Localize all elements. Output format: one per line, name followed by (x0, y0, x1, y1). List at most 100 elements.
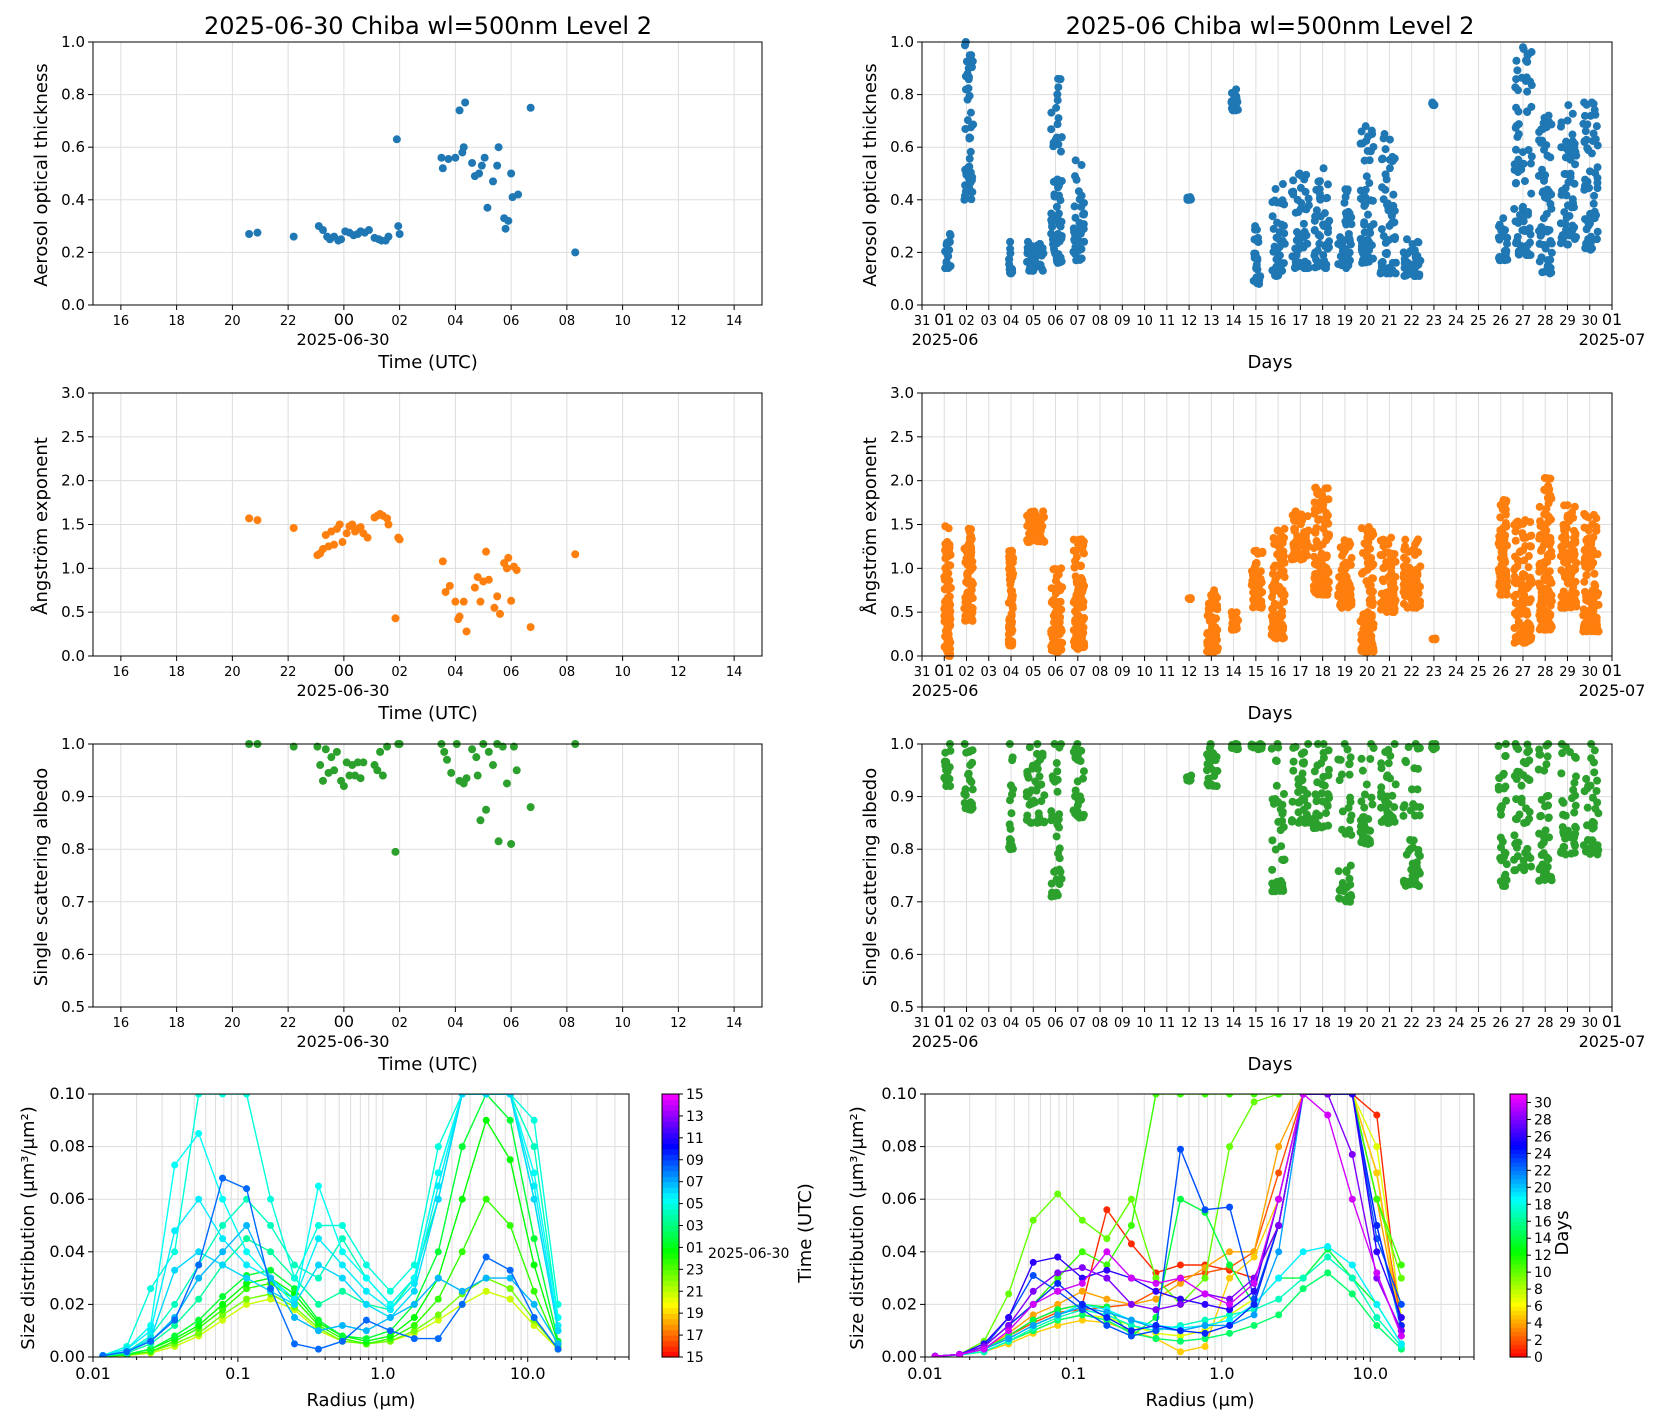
time-aot-point (475, 169, 484, 178)
days-aot-point (1341, 209, 1350, 218)
days-ssa-point (1415, 852, 1424, 861)
sd-left-point (123, 1348, 131, 1356)
days-aot-point (1023, 257, 1032, 266)
sd-left-point (99, 1352, 107, 1357)
sd-left-point (506, 1274, 514, 1282)
days-ssa-point (1294, 780, 1303, 789)
sd-left-point (171, 1161, 179, 1169)
sd-right-point (1201, 1206, 1209, 1214)
right-cbar-swatch (1510, 1259, 1527, 1265)
time-aot-xtick-label: 02 (391, 314, 408, 329)
days-alpha-point (1502, 590, 1511, 599)
days-alpha-point (943, 538, 952, 547)
days-alpha-point (1496, 554, 1505, 563)
days-aot-point (1382, 250, 1391, 259)
days-ssa-point (1313, 761, 1322, 770)
sd-left-curve (102, 1094, 559, 1357)
days-alpha-point (1413, 589, 1422, 598)
sd-left-point (267, 1266, 275, 1274)
days-ssa-point (1543, 862, 1552, 871)
days-alpha-point (1571, 577, 1580, 586)
days-alpha-point (1206, 647, 1215, 656)
days-aot-point (1268, 198, 1277, 207)
days-aot-point (1072, 175, 1081, 184)
days-ssa-point (968, 758, 977, 767)
days-aot-point (1579, 119, 1588, 128)
time-ssa-point (376, 747, 385, 756)
days-alpha-xtick-label: 14 (1225, 665, 1242, 680)
days-ssa-point (1511, 814, 1520, 823)
days-aot-point (1513, 168, 1522, 177)
days-aot-point (1319, 220, 1328, 229)
days-alpha-point (1036, 513, 1045, 522)
time-aot-point (514, 190, 523, 199)
days-alpha-point (1591, 613, 1600, 622)
time-alpha-ytick-label: 0.5 (61, 603, 85, 621)
days-alpha-point (1586, 625, 1595, 634)
days-aot-point (1054, 114, 1063, 123)
days-alpha-point (1527, 579, 1536, 588)
sd-right-point (1127, 1327, 1135, 1335)
right-cbar-swatch (1510, 1094, 1527, 1099)
sd-right-curve (935, 1094, 1403, 1357)
sd-left-point (338, 1321, 346, 1329)
days-ssa-point (1052, 888, 1061, 897)
time-aot-point (394, 222, 403, 231)
days-alpha-point (1560, 595, 1569, 604)
sd-right-point (1029, 1271, 1037, 1279)
days-aot-point (1412, 257, 1421, 266)
days-alpha-point (1510, 638, 1519, 647)
days-alpha-point (1070, 563, 1079, 572)
days-alpha-point (941, 575, 950, 584)
days-aot-point (1323, 180, 1332, 189)
days-aot-point (1408, 265, 1417, 274)
time-alpha-point (571, 550, 580, 559)
days-alpha-xtick-label: 02 (958, 665, 975, 680)
days-alpha-point (1071, 556, 1080, 565)
days-ssa-point (1500, 872, 1509, 881)
sd-left-point (530, 1314, 538, 1322)
sd-left-point (219, 1174, 227, 1182)
days-alpha-xtick-label: 08 (1092, 665, 1109, 680)
time-ssa-point (339, 782, 348, 791)
days-aot-xtick-label: 13 (1203, 314, 1220, 329)
days-ssa-point (1204, 774, 1213, 783)
days-ssa-frame (921, 743, 1613, 1008)
sd-left-point (219, 1306, 227, 1314)
left-cbar-swatch (662, 1181, 679, 1188)
days-alpha-point (1542, 534, 1551, 543)
right-cbar-swatch (1510, 1200, 1527, 1205)
time-aot-point (392, 135, 401, 144)
days-aot-point (1580, 137, 1589, 146)
days-aot-point (1547, 239, 1556, 248)
time-alpha-ytick-label: 1.5 (61, 516, 85, 534)
left-cbar-swatch (662, 1340, 679, 1347)
sd-left-point (171, 1248, 179, 1256)
days-aot-point (1388, 258, 1397, 267)
days-alpha-point (960, 544, 969, 553)
days-ssa-point (1009, 785, 1018, 794)
sd-right-point (1324, 1253, 1332, 1261)
days-alpha-point (1385, 572, 1394, 581)
right-cbar-swatch (1510, 1115, 1527, 1121)
sd-right-point (1078, 1216, 1086, 1224)
sd-right-curve (935, 1094, 1403, 1357)
right-cbar-swatch (1510, 1280, 1527, 1286)
days-aot-xtick-label: 06 (1047, 314, 1064, 329)
sd-left-point (171, 1316, 179, 1324)
sd-left-point (434, 1335, 442, 1343)
days-alpha-point (1401, 535, 1410, 544)
days-alpha-point (1387, 593, 1396, 602)
sd-left-point (219, 1311, 227, 1319)
days-ssa-ytick-label: 0.5 (890, 998, 914, 1016)
sd-left-point (243, 1094, 251, 1098)
sd-right-point (1324, 1094, 1332, 1098)
right-cbar-swatch (1510, 1272, 1527, 1278)
sd-left-point (530, 1143, 538, 1151)
days-ssa-point (943, 775, 952, 784)
days-aot-point (1588, 136, 1597, 145)
right-cbar-swatch (1510, 1195, 1527, 1201)
days-alpha-point (1525, 598, 1534, 607)
days-aot-xtick-label: 26 (1492, 314, 1509, 329)
days-aot-xtick-label: 31 (914, 314, 931, 329)
